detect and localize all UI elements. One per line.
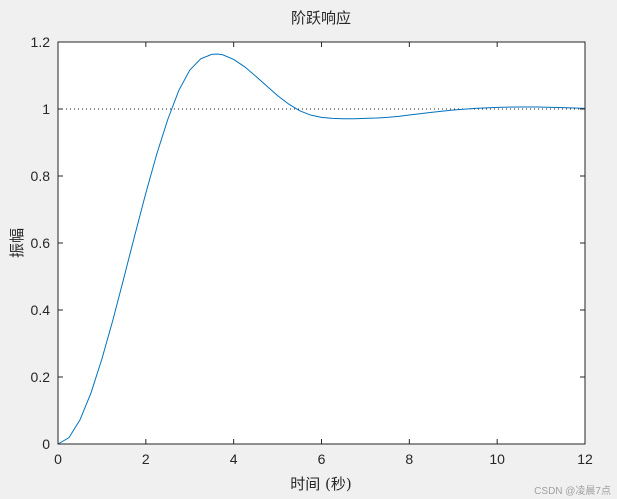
step-response-series-line <box>57 53 586 445</box>
y-tick-label: 0.2 <box>31 369 51 385</box>
y-tick-label: 0.4 <box>31 302 51 318</box>
x-axis-ticks: 0 2 4 6 8 10 12 <box>54 42 593 467</box>
y-axis-ticks: 0 0.2 0.4 0.6 0.8 1 1.2 <box>31 34 585 452</box>
chart-title: 阶跃响应 <box>291 9 351 27</box>
x-tick-label: 0 <box>54 451 62 467</box>
y-tick-label: 0.6 <box>31 235 51 251</box>
y-axis-label: 振幅 <box>8 228 26 258</box>
y-tick-label: 1.2 <box>31 34 51 50</box>
x-tick-label: 8 <box>405 451 413 467</box>
plot-area <box>58 42 585 444</box>
y-tick-label: 0.8 <box>31 168 51 184</box>
x-tick-label: 6 <box>318 451 326 467</box>
x-axis-label: 时间 (秒) <box>290 475 351 493</box>
y-tick-label: 0 <box>42 436 50 452</box>
x-tick-label: 12 <box>577 451 593 467</box>
x-tick-label: 2 <box>142 451 150 467</box>
y-tick-label: 1 <box>42 101 50 117</box>
x-tick-label: 10 <box>489 451 505 467</box>
watermark-text: CSDN @凌晨7点 <box>534 484 611 497</box>
x-tick-label: 4 <box>230 451 238 467</box>
